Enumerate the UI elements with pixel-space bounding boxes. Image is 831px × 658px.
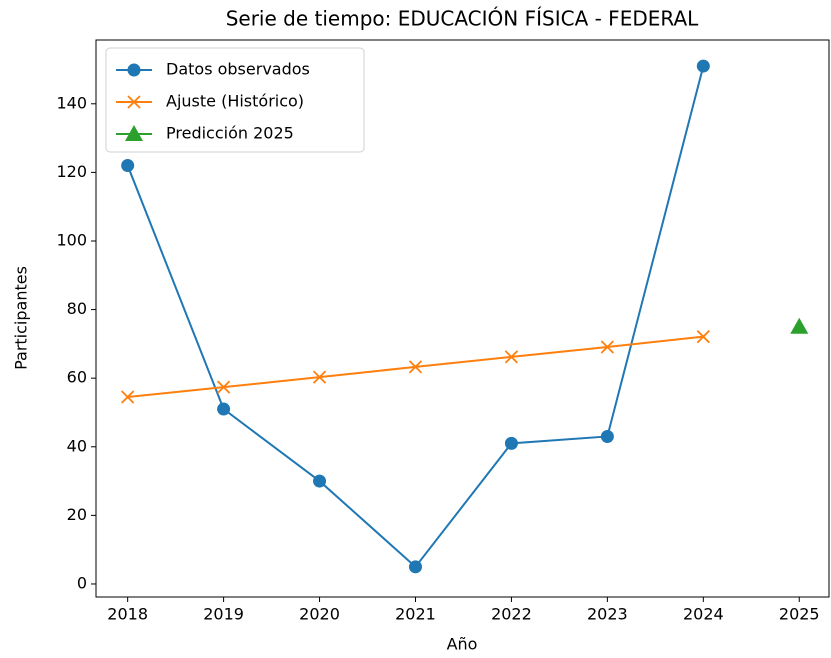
y-tick-label: 120 [56,162,87,181]
legend-label: Ajuste (Histórico) [166,92,304,111]
y-tick-label: 40 [67,436,87,455]
y-tick-label: 0 [77,573,87,592]
x-tick-label: 2025 [779,605,820,624]
y-axis-label: Participantes [12,266,31,370]
legend-marker [127,63,141,77]
point [790,317,809,334]
x-tick-label: 2024 [683,605,724,624]
x-tick-label: 2020 [299,605,340,624]
point [696,59,710,73]
point [217,402,231,416]
point [121,390,135,404]
point [408,560,422,574]
point [313,474,327,488]
legend-marker [125,125,143,141]
legend-marker [127,95,141,109]
point [408,360,423,374]
y-tick-label: 20 [67,505,87,524]
x-tick-label: 2023 [587,605,628,624]
point [216,380,231,394]
plot-frame [95,39,830,598]
point [504,436,518,450]
x-axis-label: Año [447,635,478,654]
y-tick-label: 60 [67,368,87,387]
y-tick-label: 100 [56,230,87,249]
y-tick-label: 140 [56,93,87,112]
y-tick-label: 80 [67,299,87,318]
legend-box [105,47,365,153]
chart-title: Serie de tiempo: EDUCACIÓN FÍSICA - FEDE… [226,7,699,31]
point [312,370,327,384]
point [696,330,710,344]
point [121,159,135,173]
point [504,350,519,364]
x-tick-label: 2022 [491,605,532,624]
x-tick-label: 2019 [203,605,244,624]
point [600,429,614,443]
x-tick-label: 2018 [107,605,148,624]
legend-label: Datos observados [166,60,310,79]
x-tick-label: 2021 [395,605,436,624]
legend-label: Predicción 2025 [166,124,294,143]
legend: Datos observados Ajuste (Histórico) Predic… [105,47,365,153]
point [600,340,615,354]
